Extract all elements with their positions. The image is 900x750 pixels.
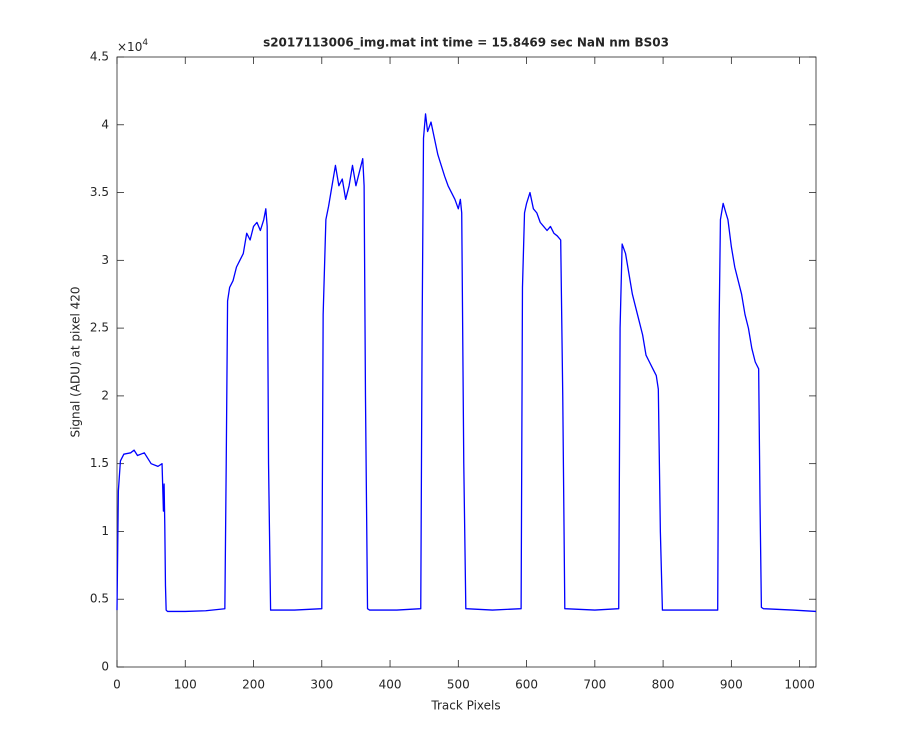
x-axis-label: Track Pixels — [430, 699, 500, 713]
y-tick-label: 4 — [101, 117, 109, 131]
x-tick-label: 900 — [720, 678, 743, 692]
line — [116, 113, 817, 613]
x-tick-label: 300 — [310, 678, 333, 692]
y-tick-label: 3.5 — [90, 185, 109, 199]
y-axis-label: Signal (ADU) at pixel 420 — [69, 286, 83, 437]
x-tick-label: 600 — [515, 678, 538, 692]
y-tick-label: 1.5 — [90, 456, 109, 470]
x-tick-label: 1000 — [784, 678, 815, 692]
y-tick-label: 1 — [101, 524, 109, 538]
y-multiplier-exponent: 4 — [142, 38, 148, 48]
y-tick-label: 3 — [101, 253, 109, 267]
y-tick-label: 0.5 — [90, 592, 109, 606]
x-tick-label: 0 — [113, 678, 121, 692]
x-tick-label: 500 — [447, 678, 470, 692]
x-tick-label: 200 — [242, 678, 265, 692]
y-multiplier-base: ×10 — [117, 40, 142, 54]
x-tick-label: 100 — [174, 678, 197, 692]
x-tick-label: 800 — [652, 678, 675, 692]
y-tick-label: 2.5 — [90, 321, 109, 335]
chart-title: s2017113006_img.mat int time = 15.8469 s… — [263, 36, 669, 51]
x-tick-label: 700 — [583, 678, 606, 692]
y-tick-label: 0 — [101, 660, 109, 674]
y-multiplier: ×104 — [117, 38, 148, 54]
plot-frame — [116, 56, 817, 668]
x-tick-label: 400 — [379, 678, 402, 692]
y-tick-label: 4.5 — [90, 50, 109, 64]
y-tick-label: 2 — [101, 388, 109, 402]
